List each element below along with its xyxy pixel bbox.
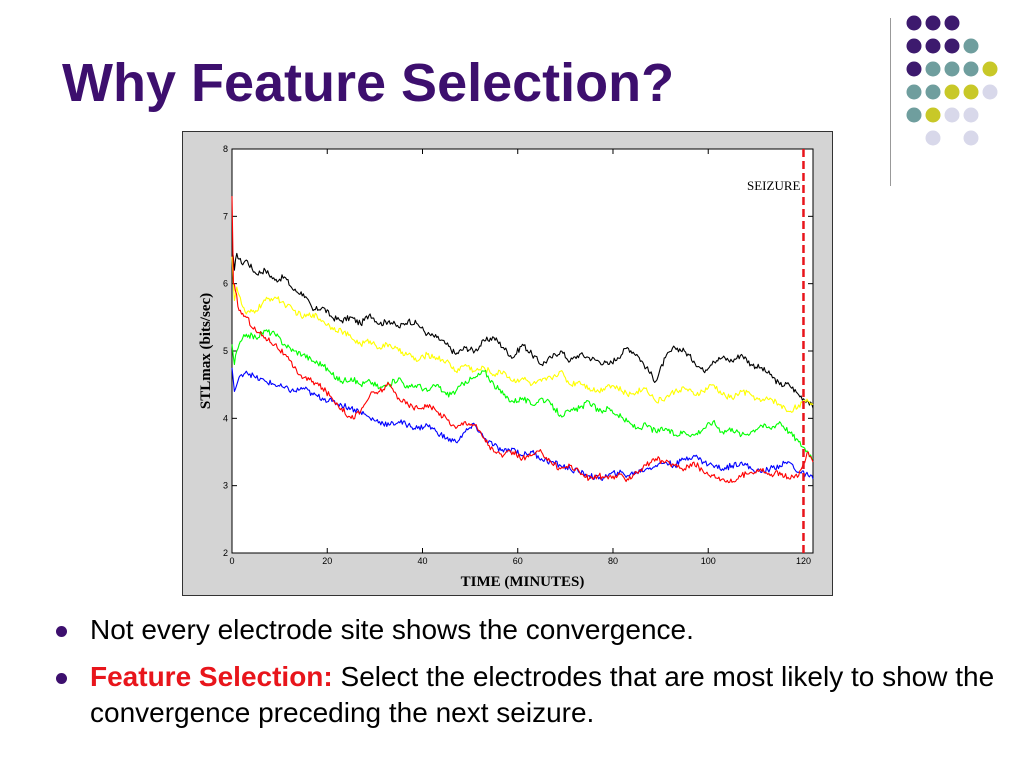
decorative-divider — [890, 18, 891, 186]
series-line — [231, 367, 814, 481]
decorative-dot — [963, 61, 979, 77]
decorative-dot — [925, 38, 941, 54]
decorative-dot — [944, 15, 960, 31]
bullet-text: Select the electrodes that are most like… — [90, 661, 995, 728]
bullet-item: Not every electrode site shows the conve… — [56, 612, 1006, 648]
y-tick-label: 7 — [223, 211, 228, 221]
bullet-emphasis: Feature Selection: — [90, 661, 333, 692]
x-tick-label: 120 — [796, 556, 811, 566]
decorative-dot — [944, 38, 960, 54]
decorative-dot — [963, 38, 979, 54]
decorative-dot — [906, 38, 922, 54]
bullet-item: Feature Selection: Select the electrodes… — [56, 659, 1006, 731]
dot-grid-graphic — [906, 15, 998, 146]
axis-ticks: 0 20 40 60 80 100 120 2 3 4 5 6 7 8 — [223, 144, 813, 566]
decorative-dot — [963, 84, 979, 100]
bullet-text: Not every electrode site shows the conve… — [90, 614, 694, 645]
slide-title: Why Feature Selection? — [62, 53, 675, 113]
x-tick-label: 20 — [322, 556, 332, 566]
decorative-dot — [906, 107, 922, 123]
decorative-dot — [963, 107, 979, 123]
bullet-dot-icon — [56, 626, 67, 637]
decorative-dot — [906, 15, 922, 31]
decorative-dot — [944, 61, 960, 77]
stlmax-line-chart: 0 20 40 60 80 100 120 2 3 4 5 6 7 8 SEIZURE TIME (MIN… — [198, 144, 814, 590]
series-lines — [231, 196, 814, 484]
y-tick-label: 2 — [223, 548, 228, 558]
y-tick-label: 8 — [223, 144, 228, 154]
decorative-dot — [906, 84, 922, 100]
seizure-annotation: SEIZURE — [747, 178, 801, 193]
y-axis-label: STLmax (bits/sec) — [198, 293, 214, 409]
y-tick-label: 3 — [223, 481, 228, 491]
series-line — [231, 256, 814, 413]
decorative-dot — [963, 130, 979, 146]
decorative-dot — [925, 61, 941, 77]
decorative-dot — [944, 84, 960, 100]
y-tick-label: 5 — [223, 346, 228, 356]
x-tick-label: 80 — [608, 556, 618, 566]
x-axis-label: TIME (MINUTES) — [461, 574, 585, 590]
x-tick-label: 100 — [701, 556, 716, 566]
bullet-list: Not every electrode site shows the conve… — [56, 612, 1006, 742]
decorative-dot — [982, 84, 998, 100]
x-tick-label: 60 — [513, 556, 523, 566]
series-line — [231, 196, 814, 484]
decorative-dot-grid — [900, 10, 1024, 180]
decorative-dot — [906, 61, 922, 77]
decorative-dot — [944, 107, 960, 123]
series-line — [231, 329, 814, 460]
x-tick-label: 40 — [417, 556, 427, 566]
chart-frame: 0 20 40 60 80 100 120 2 3 4 5 6 7 8 SEIZURE TIME (MIN… — [182, 131, 833, 596]
bullet-dot-icon — [56, 673, 67, 684]
series-line — [231, 246, 814, 409]
decorative-dot — [925, 84, 941, 100]
plot-area — [231, 148, 814, 554]
decorative-dot — [982, 61, 998, 77]
decorative-dot — [925, 15, 941, 31]
decorative-dot — [925, 107, 941, 123]
y-tick-label: 6 — [223, 279, 228, 289]
x-tick-label: 0 — [229, 556, 234, 566]
decorative-dot — [925, 130, 941, 146]
y-tick-label: 4 — [223, 413, 228, 423]
